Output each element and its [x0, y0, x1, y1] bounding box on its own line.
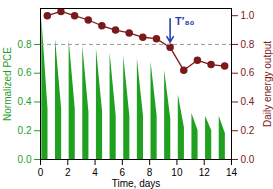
svg-text:0.0: 0.0 — [241, 154, 255, 165]
svg-text:0.8: 0.8 — [18, 39, 32, 50]
svg-text:0.2: 0.2 — [18, 125, 32, 136]
svg-text:8: 8 — [147, 167, 153, 178]
svg-text:12: 12 — [199, 167, 211, 178]
svg-text:T′₈₀: T′₈₀ — [175, 15, 195, 27]
svg-text:14: 14 — [226, 167, 238, 178]
svg-text:0.8: 0.8 — [241, 39, 255, 50]
svg-text:4: 4 — [92, 167, 98, 178]
svg-text:0.2: 0.2 — [241, 125, 255, 136]
svg-text:0.0: 0.0 — [18, 154, 32, 165]
svg-text:0.4: 0.4 — [241, 96, 255, 107]
svg-text:0.6: 0.6 — [241, 67, 255, 78]
svg-text:6: 6 — [120, 167, 126, 178]
svg-text:0.6: 0.6 — [18, 67, 32, 78]
svg-text:0: 0 — [38, 167, 44, 178]
svg-text:2: 2 — [65, 167, 71, 178]
svg-text:1.0: 1.0 — [241, 10, 255, 21]
svg-text:0.4: 0.4 — [18, 96, 32, 107]
svg-text:Normalized PCE: Normalized PCE — [2, 47, 13, 121]
svg-text:10: 10 — [171, 167, 183, 178]
svg-text:Daily energy output: Daily energy output — [262, 41, 273, 127]
svg-text:Time, days: Time, days — [112, 178, 161, 189]
